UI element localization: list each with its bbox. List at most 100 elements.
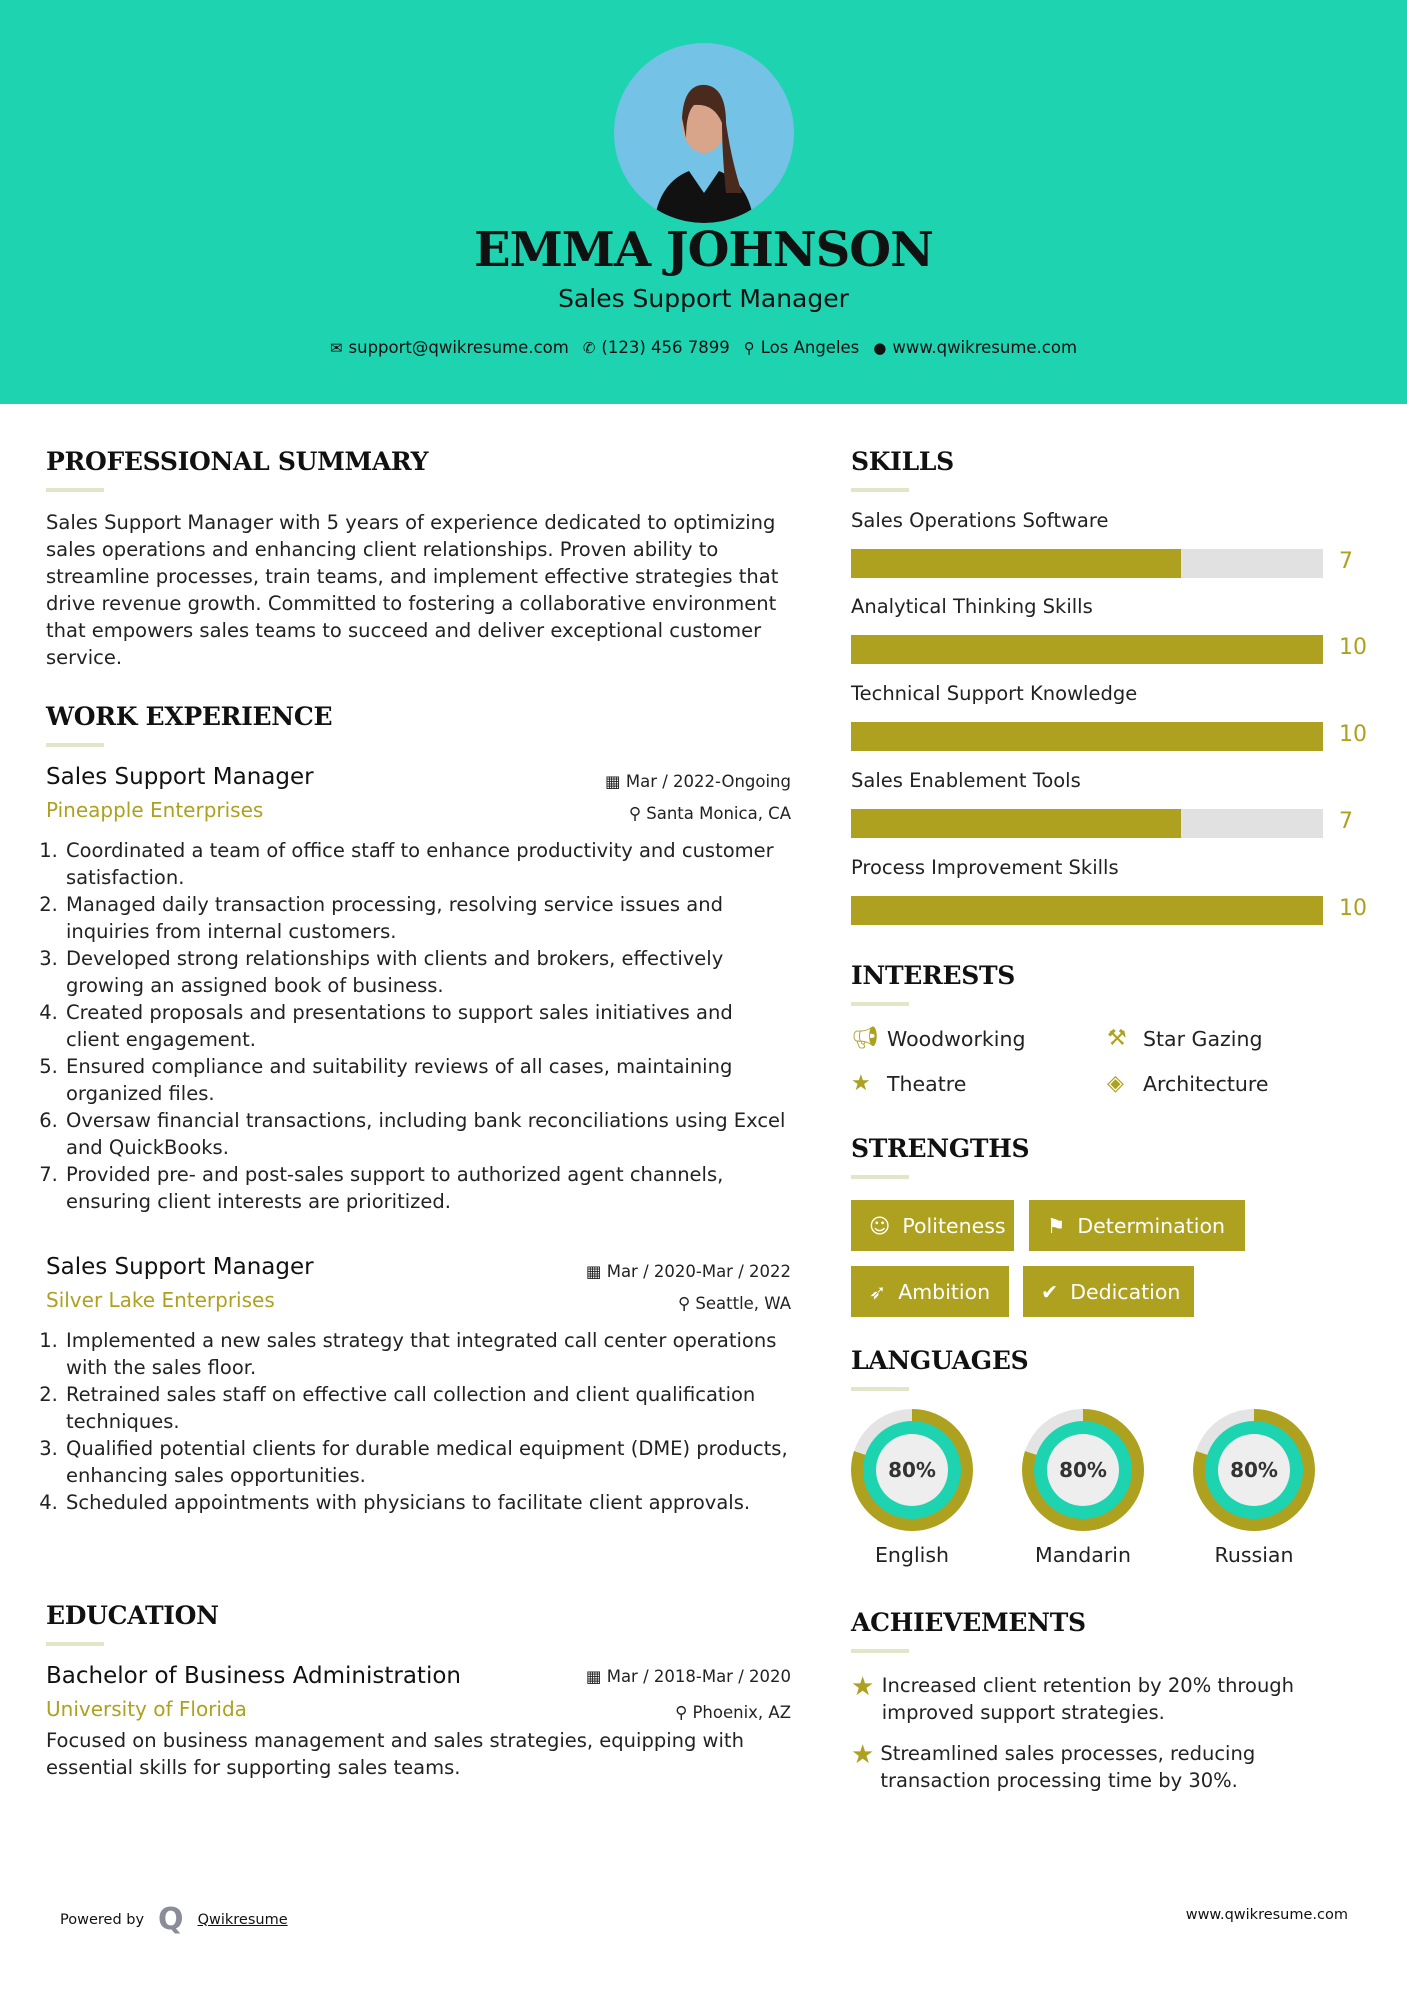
interest-item: 📢︎ Woodworking — [851, 1026, 1026, 1051]
skill-label: Technical Support Knowledge — [851, 682, 1138, 705]
contact-email[interactable]: ✉ support@qwikresume.com — [329, 338, 569, 357]
strength-chip: ➶ Ambition — [851, 1266, 1009, 1317]
language-percent: 80% — [876, 1434, 948, 1506]
skill-bar — [851, 896, 1323, 925]
skill-label: Analytical Thinking Skills — [851, 595, 1093, 618]
skill-bar-fill — [851, 635, 1323, 664]
section-heading: LANGUAGES — [851, 1346, 1029, 1375]
achievements-section: ACHIEVEMENTS ★ Increased client retention… — [851, 1608, 1371, 1808]
strength-chip: ⚑ Determination — [1029, 1200, 1245, 1251]
section-heading: EDUCATION — [46, 1601, 219, 1630]
interest-item: ⚒ Star Gazing — [1107, 1026, 1263, 1051]
contact-website[interactable]: ● www.qwikresume.com — [873, 338, 1078, 357]
heading-underline — [851, 1649, 909, 1653]
flag-icon: ⚑ — [1047, 1213, 1066, 1238]
heading-underline — [851, 1002, 909, 1006]
star-icon: ★ — [851, 1071, 871, 1096]
skill-label: Sales Enablement Tools — [851, 769, 1081, 792]
strengths-section: STRENGTHS ☺ Politeness ⚑ Determination ➶ Am… — [851, 1134, 1371, 1334]
profile-photo — [614, 43, 794, 223]
skill-bar — [851, 549, 1323, 578]
summary-section: PROFESSIONAL SUMMARY Sales Support Manag… — [46, 447, 791, 671]
envelope-icon: ✉ — [329, 339, 343, 357]
company-name: Pineapple Enterprises — [46, 798, 264, 822]
language-donut: 80% — [1193, 1409, 1315, 1531]
check-circle-icon: ✔ — [1041, 1279, 1059, 1304]
skills-section: SKILLS Sales Operations Software 7 Analyt… — [851, 447, 1371, 927]
brand-link[interactable]: Qwikresume — [197, 1911, 288, 1928]
section-heading: STRENGTHS — [851, 1134, 1030, 1163]
section-heading: WORK EXPERIENCE — [46, 702, 333, 731]
pin-icon: ⚲ — [675, 1703, 693, 1722]
contact-bar: ✉ support@qwikresume.com ✆ (123) 456 7899 … — [0, 338, 1407, 357]
list-item: Provided pre- and post-sales support to … — [64, 1161, 791, 1215]
interest-item: ★ Theatre — [851, 1071, 967, 1096]
company-name: Silver Lake Enterprises — [46, 1288, 275, 1312]
job-duties: Coordinated a team of office staff to en… — [46, 837, 791, 1215]
heading-underline — [851, 488, 909, 492]
skill-value: 7 — [1339, 549, 1353, 574]
list-item: Qualified potential clients for durable … — [64, 1435, 791, 1489]
job-title: Sales Support Manager — [46, 764, 314, 790]
qwikresume-logo-icon: Q — [158, 1902, 184, 1937]
list-item: Managed daily transaction processing, re… — [64, 891, 791, 945]
language-label: Mandarin — [1035, 1543, 1131, 1567]
footer-url[interactable]: www.qwikresume.com — [1185, 1907, 1348, 1923]
strength-chip: ☺ Politeness — [851, 1200, 1014, 1251]
section-heading: SKILLS — [851, 447, 954, 476]
language-label: Russian — [1214, 1543, 1294, 1567]
education-location: ⚲ Phoenix, AZ — [675, 1703, 791, 1722]
skill-bar-fill — [851, 549, 1182, 578]
list-item: Created proposals and presentations to s… — [64, 999, 791, 1053]
job-1: Sales Support Manager ▦ Mar / 2022-Ongoi… — [46, 764, 791, 1215]
list-item: Implemented a new sales strategy that in… — [64, 1327, 791, 1381]
list-item: Scheduled appointments with physicians t… — [64, 1489, 791, 1516]
contact-phone[interactable]: ✆ (123) 456 7899 — [582, 338, 730, 357]
achievement-item: ★ Streamlined sales processes, reducing t… — [851, 1740, 1256, 1792]
globe-icon: ● — [873, 339, 887, 357]
skill-value: 10 — [1339, 896, 1367, 921]
skill-label: Process Improvement Skills — [851, 856, 1119, 879]
heading-underline — [46, 1642, 104, 1646]
language-percent: 80% — [1047, 1434, 1119, 1506]
education-text: Focused on business management and sales… — [46, 1729, 744, 1779]
experience-section: WORK EXPERIENCE — [46, 702, 791, 747]
job-location: ⚲ Santa Monica, CA — [628, 804, 791, 823]
job-date: ▦ Mar / 2022-Ongoing — [605, 772, 791, 791]
header: EMMA JOHNSON Sales Support Manager ✉ supp… — [0, 0, 1407, 404]
list-item: Retrained sales staff on effective call … — [64, 1381, 791, 1435]
rocket-icon: ➶ — [869, 1279, 887, 1304]
calendar-icon: ▦ — [585, 1262, 607, 1281]
list-item: Coordinated a team of office staff to en… — [64, 837, 791, 891]
degree: Bachelor of Business Administration — [46, 1663, 461, 1689]
calendar-icon: ▦ — [585, 1667, 607, 1686]
education-date: ▦ Mar / 2018-Mar / 2020 — [585, 1667, 791, 1686]
contact-location: ⚲ Los Angeles — [743, 338, 860, 357]
heading-underline — [46, 743, 104, 747]
trophy-star-icon: ★ — [851, 1672, 875, 1702]
skill-bar — [851, 722, 1323, 751]
language-percent: 80% — [1218, 1434, 1290, 1506]
bullhorn-icon: 📢︎ — [851, 1026, 879, 1051]
interests-section: INTERESTS 📢︎ Woodworking ⚒ Star Gazing ★ Th… — [851, 961, 1371, 1111]
gavel-icon: ⚒ — [1107, 1026, 1127, 1051]
school-name: University of Florida — [46, 1697, 247, 1721]
heading-underline — [46, 488, 104, 492]
map-marker-icon: ⚲ — [743, 339, 755, 357]
job-title: Sales Support Manager — [46, 1254, 314, 1280]
smile-icon: ☺ — [869, 1213, 891, 1238]
section-heading: INTERESTS — [851, 961, 1016, 990]
calendar-icon: ▦ — [605, 772, 626, 791]
trophy-star-icon: ★ — [851, 1740, 875, 1770]
phone-icon: ✆ — [582, 339, 596, 357]
skill-value: 10 — [1339, 635, 1367, 660]
list-item: Developed strong relationships with clie… — [64, 945, 791, 999]
language-donut: 80% — [1022, 1409, 1144, 1531]
languages-section: LANGUAGES 80% English 80% Mandarin 80% Rus… — [851, 1346, 1371, 1586]
ticket-icon: ◈ — [1107, 1071, 1124, 1096]
skill-value: 7 — [1339, 809, 1353, 834]
list-item: Ensured compliance and suitability revie… — [64, 1053, 791, 1107]
skill-bar — [851, 809, 1323, 838]
candidate-title: Sales Support Manager — [558, 284, 849, 313]
footer-powered: Powered by Q Qwikresume — [60, 1902, 288, 1937]
